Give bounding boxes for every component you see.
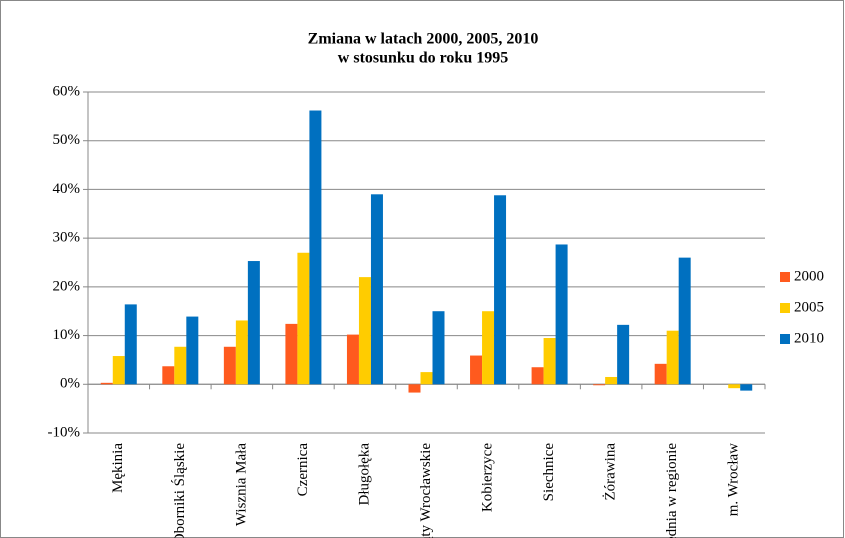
legend-swatch — [780, 303, 790, 313]
bar — [470, 355, 483, 385]
x-tick-label: Wisznia Mała — [233, 443, 249, 526]
bar — [543, 338, 556, 385]
y-tick-label: 30% — [53, 230, 81, 246]
x-tick-label: Kąty Wrocławskie — [418, 443, 434, 538]
bar — [162, 366, 175, 385]
x-tick-label: Żórawina — [603, 443, 619, 501]
legend-swatch — [780, 334, 790, 344]
bar — [432, 311, 445, 385]
bar — [346, 334, 359, 385]
bar — [174, 346, 187, 385]
legend-label: 2000 — [794, 268, 824, 284]
chart-title: Zmiana w latach 2000, 2005, 2010 — [308, 31, 539, 48]
bar — [186, 316, 199, 385]
bar — [124, 304, 137, 385]
y-tick-label: 10% — [53, 327, 81, 343]
chart-subtitle: w stosunku do roku 1995 — [338, 50, 508, 67]
bar — [358, 277, 371, 385]
bar — [678, 257, 691, 385]
bar — [408, 384, 421, 393]
bar — [247, 261, 260, 385]
x-tick-label: Czernica — [295, 443, 311, 497]
legend-label: 2010 — [794, 330, 824, 346]
y-tick-label: 20% — [53, 278, 81, 294]
bar — [593, 384, 606, 386]
bar — [223, 346, 236, 385]
bar — [555, 244, 568, 385]
y-tick-label: -10% — [48, 424, 81, 440]
bar — [100, 382, 113, 385]
bar — [728, 384, 741, 389]
x-tick-label: Długołęka — [356, 443, 372, 506]
bar — [617, 324, 630, 385]
bar — [235, 320, 248, 385]
bar — [494, 195, 507, 385]
bar — [297, 252, 310, 385]
bar — [666, 330, 679, 385]
x-tick-label: Średnia w regionie — [663, 443, 680, 538]
bar — [531, 367, 544, 385]
bar — [309, 110, 322, 385]
bar — [482, 311, 495, 385]
x-tick-label: Siechnice — [541, 443, 557, 502]
bar — [112, 356, 125, 385]
bar — [654, 363, 667, 385]
bar — [370, 194, 383, 385]
x-tick-label: m. Wrocław — [726, 443, 742, 516]
x-tick-label: Oborniki Śląskie — [171, 443, 188, 538]
bar — [740, 384, 753, 391]
y-tick-label: 60% — [53, 83, 81, 99]
y-tick-label: 0% — [60, 376, 80, 392]
legend-swatch — [780, 272, 790, 282]
bar — [605, 376, 618, 385]
bar — [285, 323, 298, 385]
x-tick-label: Kobierzyce — [479, 443, 495, 512]
y-tick-label: 50% — [53, 132, 81, 148]
y-tick-label: 40% — [53, 181, 81, 197]
bar — [420, 372, 433, 385]
legend-label: 2005 — [794, 299, 824, 315]
x-tick-label: Mękinia — [110, 443, 126, 493]
